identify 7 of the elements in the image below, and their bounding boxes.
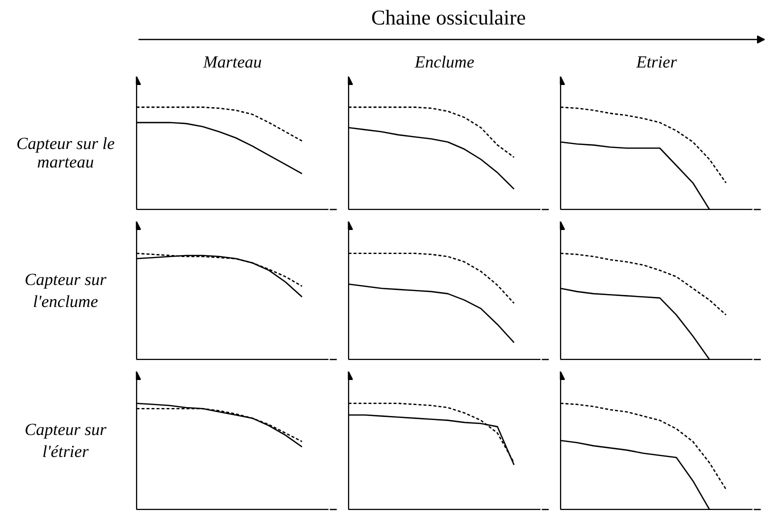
y-axis-title: Capteur sur l'enclume	[24, 270, 107, 312]
y-axis-title: Capteur sur le marteau	[16, 134, 116, 172]
chart-title: Etrier	[635, 52, 678, 72]
y-axis-title: Capteur sur l'étrier	[24, 420, 107, 462]
chart-title: Marteau	[202, 52, 262, 72]
chart-title: Enclume	[414, 52, 475, 72]
text: Chaine ossiculaire	[371, 6, 526, 30]
